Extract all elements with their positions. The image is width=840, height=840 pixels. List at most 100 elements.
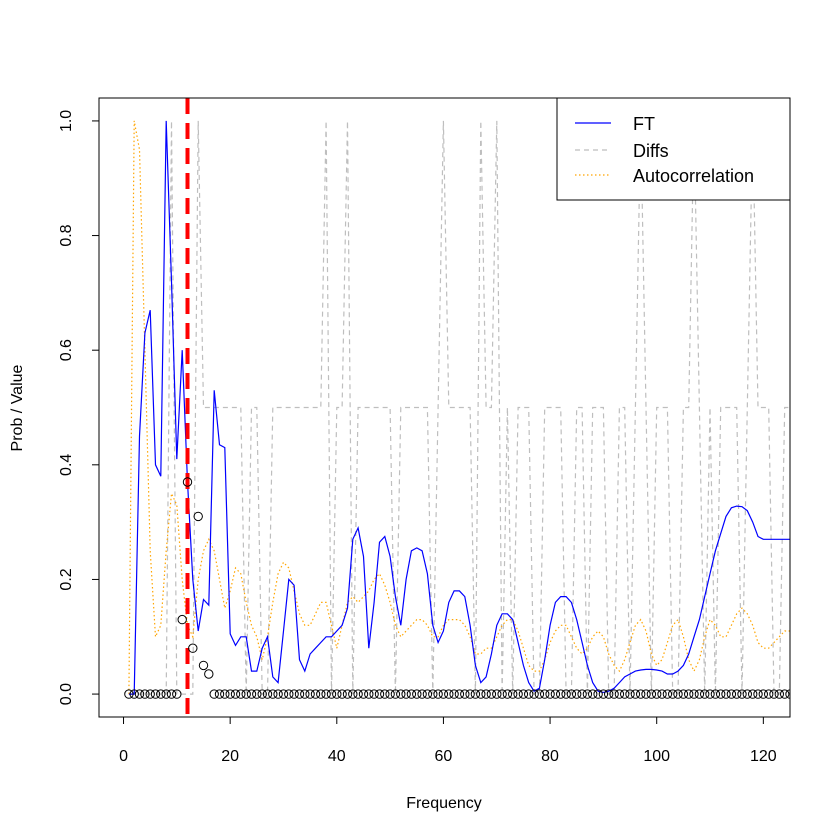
data-point [412, 689, 422, 699]
data-point [625, 689, 635, 699]
data-point [177, 614, 187, 625]
data-point [385, 689, 395, 699]
x-tick-label: 100 [643, 748, 670, 765]
legend-entry-diffs: Diffs [575, 141, 669, 161]
data-point [758, 689, 768, 699]
data-point [156, 689, 166, 699]
y-tick-label: 0.0 [58, 683, 75, 705]
data-point [572, 689, 582, 699]
data-point [124, 689, 134, 699]
data-point [657, 689, 667, 699]
data-point [620, 689, 630, 699]
data-point [225, 689, 235, 699]
data-point [204, 669, 214, 679]
data-point [268, 689, 278, 699]
x-tick-label: 80 [541, 748, 559, 765]
data-point [641, 689, 651, 699]
data-point [305, 689, 315, 699]
y-tick-label: 0.4 [58, 454, 75, 476]
data-point [668, 689, 678, 699]
data-point [278, 689, 289, 699]
data-point [689, 689, 699, 699]
data-point [449, 689, 459, 699]
data-point [401, 689, 411, 699]
series-layer [128, 120, 790, 695]
legend-entry-ft: FT [575, 114, 655, 134]
data-point [705, 689, 715, 699]
data-point [524, 689, 534, 699]
data-point [273, 689, 283, 699]
legend-box [556, 97, 791, 201]
data-point [694, 689, 705, 699]
data-point [561, 689, 571, 699]
data-point [636, 689, 646, 699]
data-point [540, 689, 550, 699]
data-point [236, 689, 246, 699]
x-axis-label: Frequency [406, 795, 482, 812]
data-point [577, 689, 587, 699]
data-point [764, 689, 774, 699]
data-point [252, 689, 262, 699]
data-point [476, 689, 486, 699]
y-tick-label: 0.8 [58, 224, 75, 246]
data-point [374, 689, 385, 699]
data-point [150, 689, 161, 699]
data-point [353, 689, 363, 699]
data-point [417, 689, 427, 699]
y-tick-label: 0.2 [58, 568, 75, 590]
data-point [556, 689, 566, 699]
legend-label-diffs: Diffs [633, 141, 669, 161]
data-point [294, 689, 305, 699]
data-point [609, 689, 619, 699]
data-point [662, 689, 673, 699]
legend-entry-autocorrelation: Autocorrelation [575, 166, 754, 186]
data-point [209, 689, 219, 699]
data-point [284, 689, 294, 699]
data-point [593, 689, 603, 699]
y-tick-label: 1.0 [58, 110, 75, 132]
data-point [652, 689, 662, 699]
data-point [396, 689, 406, 699]
data-point [502, 689, 513, 699]
x-tick-label: 120 [750, 748, 777, 765]
data-point [460, 689, 470, 699]
data-point [140, 689, 150, 699]
data-point [380, 689, 390, 699]
data-point [780, 689, 790, 699]
data-point [604, 689, 614, 699]
data-point [753, 689, 763, 699]
data-point [129, 689, 139, 699]
x-tick-label: 0 [119, 748, 128, 765]
data-point [422, 689, 433, 699]
data-point [497, 689, 507, 699]
data-point [646, 689, 657, 699]
data-point [230, 689, 241, 699]
data-point [673, 689, 683, 699]
data-point [348, 689, 358, 699]
data-point [166, 689, 177, 699]
data-point [438, 689, 449, 699]
data-point [566, 689, 577, 699]
data-point [289, 689, 299, 699]
data-point [721, 689, 731, 699]
data-point [145, 689, 155, 699]
y-axis: 0.0 0.2 0.4 0.6 0.8 1.0 [58, 110, 100, 705]
data-point [769, 689, 779, 699]
data-point [598, 689, 609, 699]
data-point [700, 689, 710, 699]
data-point [220, 689, 230, 699]
data-point [241, 689, 251, 699]
data-point [614, 689, 625, 699]
data-point [369, 689, 379, 699]
data-point [188, 643, 198, 653]
data-point [678, 689, 689, 699]
x-tick-label: 60 [435, 748, 453, 765]
data-point [737, 689, 747, 699]
data-point [161, 689, 171, 699]
data-point [481, 689, 491, 699]
x-tick-label: 20 [221, 748, 239, 765]
points-layer [124, 477, 790, 699]
data-point [182, 477, 193, 487]
data-point [774, 689, 784, 699]
data-point [508, 689, 518, 699]
